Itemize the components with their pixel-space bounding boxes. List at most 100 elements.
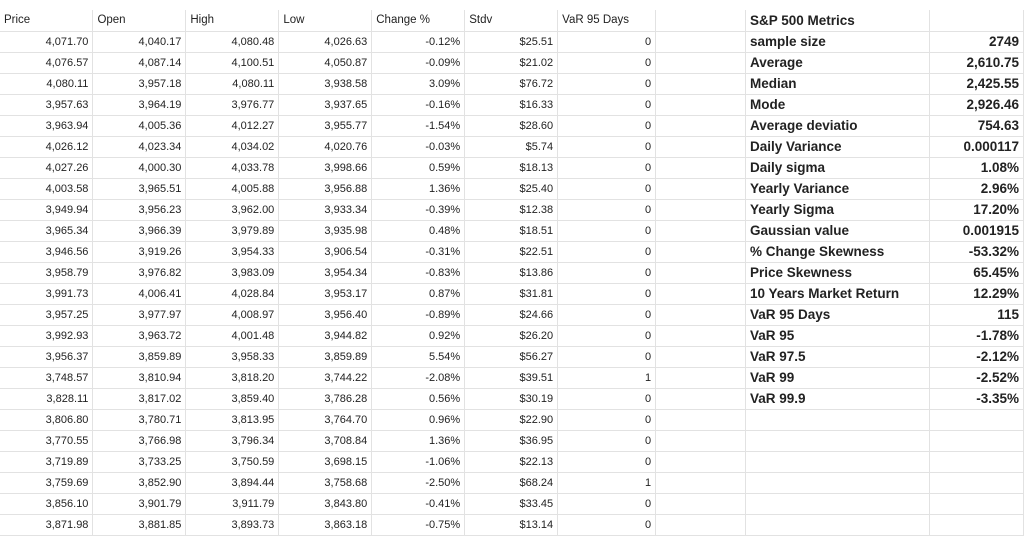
cell[interactable]: $18.51 [464, 220, 559, 242]
empty-cell[interactable] [745, 409, 930, 431]
cell[interactable]: 3,733.25 [92, 451, 187, 473]
cell[interactable]: $18.13 [464, 157, 559, 179]
empty-cell[interactable] [655, 430, 746, 452]
cell[interactable]: 3,965.51 [92, 178, 187, 200]
cell[interactable]: 3,992.93 [0, 325, 94, 347]
cell[interactable]: 3,843.80 [278, 493, 373, 515]
cell[interactable]: 3,759.69 [0, 472, 94, 494]
cell[interactable]: 3,828.11 [0, 388, 94, 410]
cell[interactable]: 4,005.36 [92, 115, 187, 137]
metric-label[interactable]: VaR 97.5 [745, 346, 930, 368]
cell[interactable]: 3,956.23 [92, 199, 187, 221]
cell[interactable]: 4,026.63 [278, 31, 373, 53]
empty-cell[interactable] [655, 199, 746, 221]
empty-cell[interactable] [655, 409, 746, 431]
cell[interactable]: 3,991.73 [0, 283, 94, 305]
cell[interactable]: 3,954.33 [185, 241, 280, 263]
empty-cell[interactable] [929, 514, 1024, 536]
metric-value[interactable]: 2,926.46 [929, 94, 1024, 116]
cell[interactable]: 5.54% [371, 346, 466, 368]
metrics-title[interactable]: S&P 500 Metrics [745, 10, 930, 32]
cell[interactable]: 0 [557, 262, 657, 284]
empty-cell[interactable] [655, 472, 746, 494]
metric-value[interactable]: 1.08% [929, 157, 1024, 179]
cell[interactable]: 3,786.28 [278, 388, 373, 410]
cell[interactable]: $25.40 [464, 178, 559, 200]
empty-cell[interactable] [655, 325, 746, 347]
cell[interactable]: 0 [557, 388, 657, 410]
cell[interactable]: 3,938.58 [278, 73, 373, 95]
cell[interactable]: 0 [557, 178, 657, 200]
cell[interactable]: 4,050.87 [278, 52, 373, 74]
metric-label[interactable]: 10 Years Market Return [745, 283, 930, 305]
cell[interactable]: 0 [557, 430, 657, 452]
cell[interactable]: 3,957.63 [0, 94, 94, 116]
cell[interactable]: 4,027.26 [0, 157, 94, 179]
column-header[interactable]: Stdv [464, 10, 559, 32]
cell[interactable]: 0.59% [371, 157, 466, 179]
cell[interactable]: 0.87% [371, 283, 466, 305]
metric-label[interactable]: Median [745, 73, 930, 95]
cell[interactable]: 3,770.55 [0, 430, 94, 452]
cell[interactable]: -0.09% [371, 52, 466, 74]
cell[interactable]: 4,028.84 [185, 283, 280, 305]
cell[interactable]: 4,023.34 [92, 136, 187, 158]
cell[interactable]: 3,964.19 [92, 94, 187, 116]
cell[interactable]: 0 [557, 220, 657, 242]
metric-value[interactable]: 17.20% [929, 199, 1024, 221]
cell[interactable]: 3,881.85 [92, 514, 187, 536]
cell[interactable]: 3,957.18 [92, 73, 187, 95]
cell[interactable]: 3,958.79 [0, 262, 94, 284]
cell[interactable]: 4,005.88 [185, 178, 280, 200]
cell[interactable]: 3,758.68 [278, 472, 373, 494]
cell[interactable]: 3,859.40 [185, 388, 280, 410]
cell[interactable]: 0 [557, 157, 657, 179]
cell[interactable]: 3,708.84 [278, 430, 373, 452]
cell[interactable]: $39.51 [464, 367, 559, 389]
cell[interactable]: 4,026.12 [0, 136, 94, 158]
cell[interactable]: 3,919.26 [92, 241, 187, 263]
cell[interactable]: 0 [557, 514, 657, 536]
cell[interactable]: 4,080.11 [185, 73, 280, 95]
cell[interactable]: -0.83% [371, 262, 466, 284]
metric-label[interactable]: VaR 99 [745, 367, 930, 389]
metric-value[interactable]: 0.001915 [929, 220, 1024, 242]
cell[interactable]: 3,953.17 [278, 283, 373, 305]
cell[interactable]: 3,911.79 [185, 493, 280, 515]
empty-cell[interactable] [655, 136, 746, 158]
cell[interactable]: 4,008.97 [185, 304, 280, 326]
empty-cell[interactable] [745, 514, 930, 536]
metric-value[interactable]: 12.29% [929, 283, 1024, 305]
empty-cell[interactable] [929, 409, 1024, 431]
metric-value[interactable]: 2,610.75 [929, 52, 1024, 74]
cell[interactable]: 3,963.94 [0, 115, 94, 137]
metric-value[interactable]: 754.63 [929, 115, 1024, 137]
cell[interactable]: 0 [557, 136, 657, 158]
cell[interactable]: 3,894.44 [185, 472, 280, 494]
column-header[interactable]: Open [92, 10, 187, 32]
cell[interactable]: 0.48% [371, 220, 466, 242]
cell[interactable]: 0 [557, 199, 657, 221]
cell[interactable]: 3,859.89 [278, 346, 373, 368]
metric-value[interactable]: -2.12% [929, 346, 1024, 368]
cell[interactable]: $13.14 [464, 514, 559, 536]
cell[interactable]: $21.02 [464, 52, 559, 74]
metric-label[interactable]: % Change Skewness [745, 241, 930, 263]
column-header[interactable]: Price [0, 10, 94, 32]
column-header[interactable]: High [185, 10, 280, 32]
cell[interactable]: 3,983.09 [185, 262, 280, 284]
empty-cell[interactable] [655, 304, 746, 326]
cell[interactable]: 3,856.10 [0, 493, 94, 515]
metric-label[interactable]: Gaussian value [745, 220, 930, 242]
cell[interactable]: 3,956.37 [0, 346, 94, 368]
cell[interactable]: 3,750.59 [185, 451, 280, 473]
cell[interactable]: -2.50% [371, 472, 466, 494]
cell[interactable]: 3,954.34 [278, 262, 373, 284]
empty-cell[interactable] [929, 451, 1024, 473]
cell[interactable]: $22.51 [464, 241, 559, 263]
cell[interactable]: 3,744.22 [278, 367, 373, 389]
cell[interactable]: 0 [557, 409, 657, 431]
cell[interactable]: 3,976.82 [92, 262, 187, 284]
cell[interactable]: $5.74 [464, 136, 559, 158]
cell[interactable]: 3,977.97 [92, 304, 187, 326]
